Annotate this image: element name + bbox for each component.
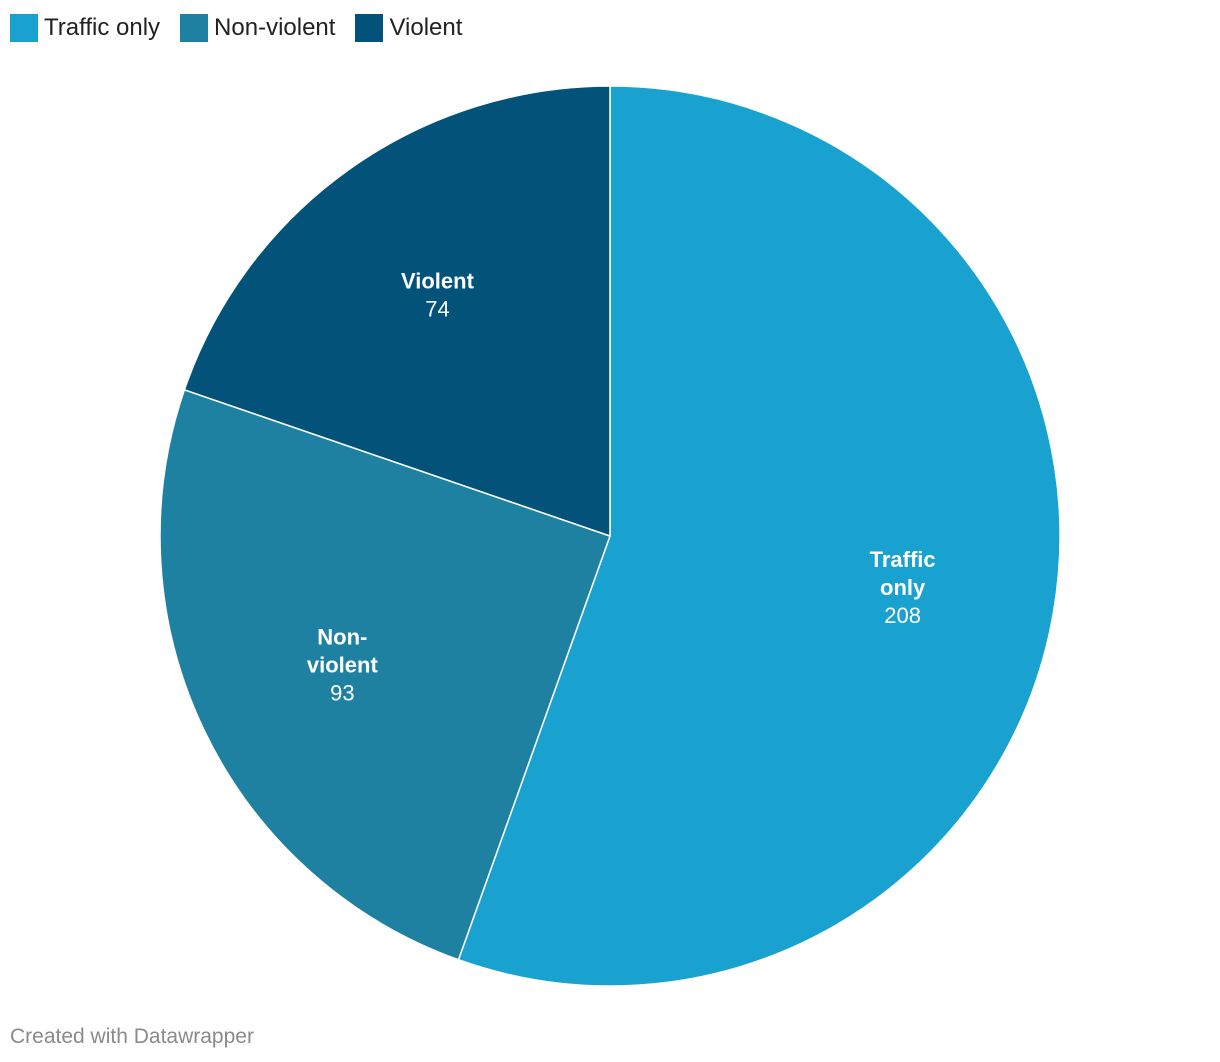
pie-label-value-non-violent: 93	[330, 681, 354, 706]
legend-label-violent: Violent	[389, 14, 463, 41]
pie-label-violent: Violent 74	[401, 268, 475, 321]
legend-swatch-violent	[355, 14, 384, 42]
legend-item-non-violent: Non-violent	[180, 14, 335, 42]
pie-label-name-violent: Violent	[401, 268, 475, 293]
pie-slice-non-violent	[159, 389, 611, 961]
pie-label-traffic-only: Traffic only 208	[870, 547, 936, 628]
legend: Traffic only Non-violent Violent	[10, 11, 482, 45]
pie-label-value-violent: 74	[425, 296, 449, 321]
pie-label-name-traffic-only: Traffic	[870, 547, 936, 572]
pie-label-name-non-violent: violent	[307, 653, 379, 678]
legend-label-traffic-only: Traffic only	[44, 14, 161, 41]
legend-item-violent: Violent	[355, 14, 462, 42]
credit-text: Created with Datawrapper	[10, 1025, 254, 1048]
legend-item-traffic-only: Traffic only	[10, 14, 160, 42]
legend-swatch-traffic-only	[10, 14, 38, 42]
pie-slice-violent	[183, 85, 611, 537]
legend-label-non-violent: Non-violent	[214, 14, 336, 41]
pie-slices	[159, 85, 1061, 987]
pie-label-non-violent: Non-violent 93	[307, 625, 379, 706]
legend-swatch-non-violent	[180, 14, 209, 42]
pie-label-name-traffic-only: only	[880, 575, 926, 600]
pie-label-name-non-violent: Non-	[317, 625, 367, 650]
pie-slice-traffic-only	[457, 85, 1061, 987]
pie-labels: Traffic only 208 Non-violent 93 Violent 74	[307, 268, 936, 705]
pie-label-value-traffic-only: 208	[884, 603, 921, 628]
